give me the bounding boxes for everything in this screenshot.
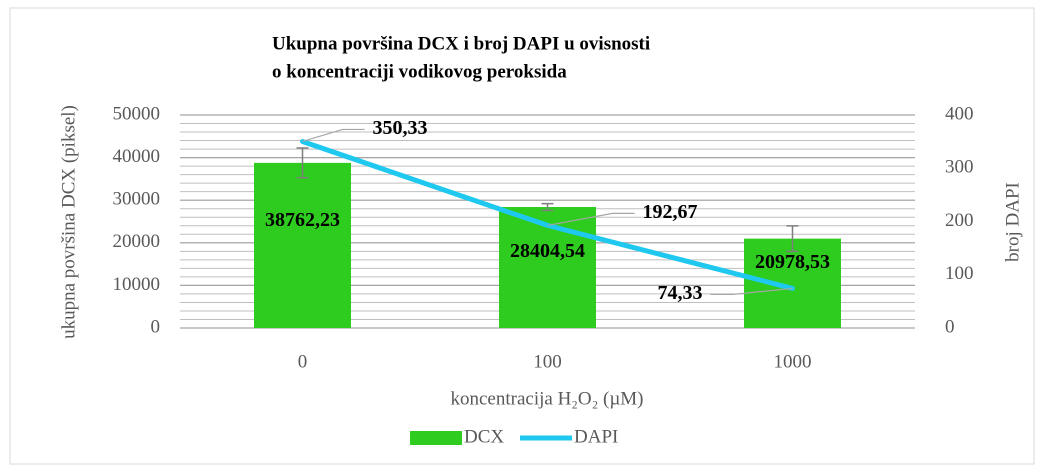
y-axis-title: ukupna površina DCX (piksel) — [58, 105, 79, 339]
data-label: 350,33 — [373, 117, 428, 139]
bar — [254, 162, 351, 328]
leader-line — [302, 128, 365, 143]
bar — [744, 238, 841, 328]
y-tick-label: 10000 — [113, 274, 161, 295]
y2-tick-label: 0 — [945, 316, 955, 337]
x-axis-title: koncentracija H₂O₂ (µM) — [450, 388, 643, 409]
y-tick-label: 20000 — [113, 231, 161, 252]
y-tick-label: 0 — [151, 316, 161, 337]
x-tick-label: 1000 — [774, 351, 812, 372]
data-label: 192,67 — [643, 201, 698, 223]
legend-label: DAPI — [574, 426, 618, 447]
legend-label: DCX — [464, 426, 504, 447]
y2-tick-label: 400 — [945, 103, 974, 124]
y-tick-label: 40000 — [113, 146, 161, 167]
error-bar — [541, 202, 554, 212]
x-tick-label: 100 — [533, 351, 562, 372]
legend-swatch — [410, 431, 462, 445]
data-label: 74,33 — [658, 282, 703, 304]
leader-line — [710, 287, 793, 296]
y2-axis-title: broj DAPI — [1002, 182, 1023, 262]
x-tick-label: 0 — [298, 351, 308, 372]
data-label: 28404,54 — [510, 240, 585, 262]
y-tick-label: 30000 — [113, 189, 161, 210]
error-bar — [296, 147, 309, 179]
chart-title: Ukupna površina DCX i broj DAPI u ovisno… — [272, 33, 650, 54]
y2-tick-label: 100 — [945, 263, 974, 284]
y-tick-label: 50000 — [113, 103, 161, 124]
error-bar — [786, 225, 799, 253]
y2-tick-label: 300 — [945, 157, 974, 178]
data-label: 20978,53 — [755, 251, 830, 273]
data-label: 38762,23 — [265, 209, 340, 231]
leader-line — [547, 212, 635, 226]
y2-tick-label: 200 — [945, 210, 974, 231]
chart-title: o koncentraciji vodikovog peroksida — [272, 61, 567, 82]
